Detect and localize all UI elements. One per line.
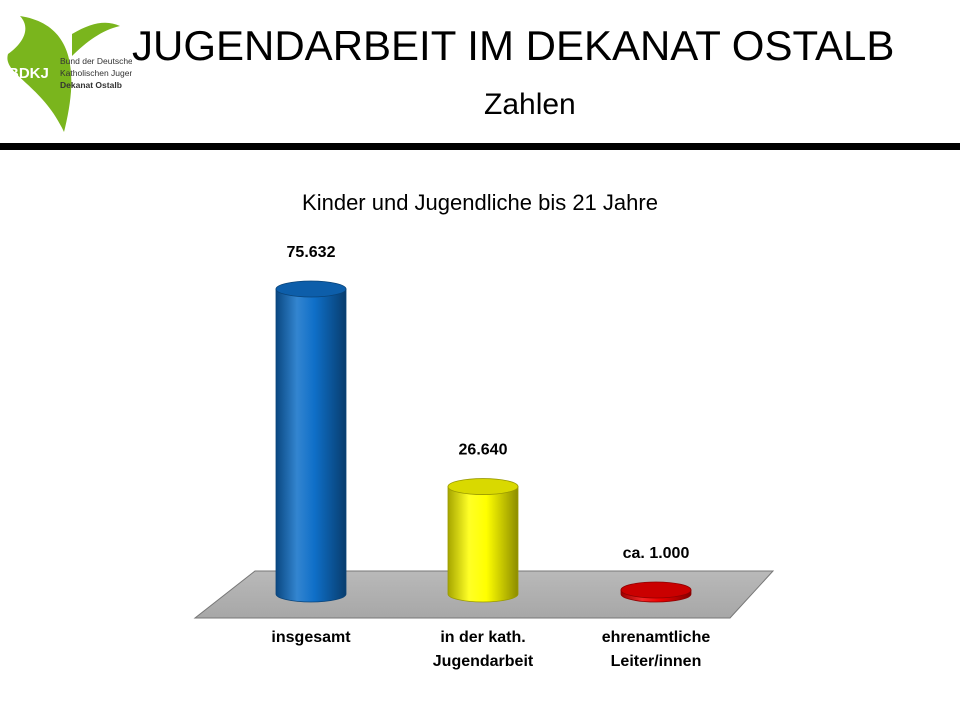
category-label: ehrenamtliche — [602, 629, 711, 646]
page-title: JUGENDARBEIT IM DEKANAT OSTALB — [132, 22, 895, 69]
bdkj-logo: BDKJ Bund der Deutschen Katholischen Jug… — [7, 16, 132, 132]
bar-body — [447, 486, 519, 603]
bar-2 — [620, 581, 692, 603]
page-subtitle: Zahlen — [484, 88, 576, 121]
category-label: in der kath. — [440, 629, 525, 646]
logo-swoosh-shape — [72, 22, 120, 57]
svg-text:BDKJ: BDKJ — [8, 65, 49, 82]
header-divider — [0, 143, 960, 150]
category-label: Leiter/innen — [611, 653, 702, 670]
bar-top — [447, 478, 519, 495]
bar-body — [275, 288, 347, 603]
svg-text:Bund der Deutschen: Bund der Deutschen — [60, 56, 132, 66]
svg-text:Dekanat Ostalb: Dekanat Ostalb — [60, 80, 122, 90]
data-label: 75.632 — [287, 244, 336, 261]
svg-text:Katholischen Jugend: Katholischen Jugend — [60, 68, 132, 78]
bar-top — [275, 280, 347, 298]
category-label: Jugendarbeit — [433, 653, 534, 670]
bar-1 — [447, 478, 519, 603]
bar-0 — [275, 280, 347, 603]
logo-leaf-shape — [7, 16, 72, 132]
data-label: 26.640 — [459, 442, 508, 459]
bar-top — [620, 581, 692, 599]
chart-title: Kinder und Jugendliche bis 21 Jahre — [302, 190, 658, 215]
category-label: insgesamt — [271, 629, 351, 646]
data-label: ca. 1.000 — [623, 545, 690, 562]
